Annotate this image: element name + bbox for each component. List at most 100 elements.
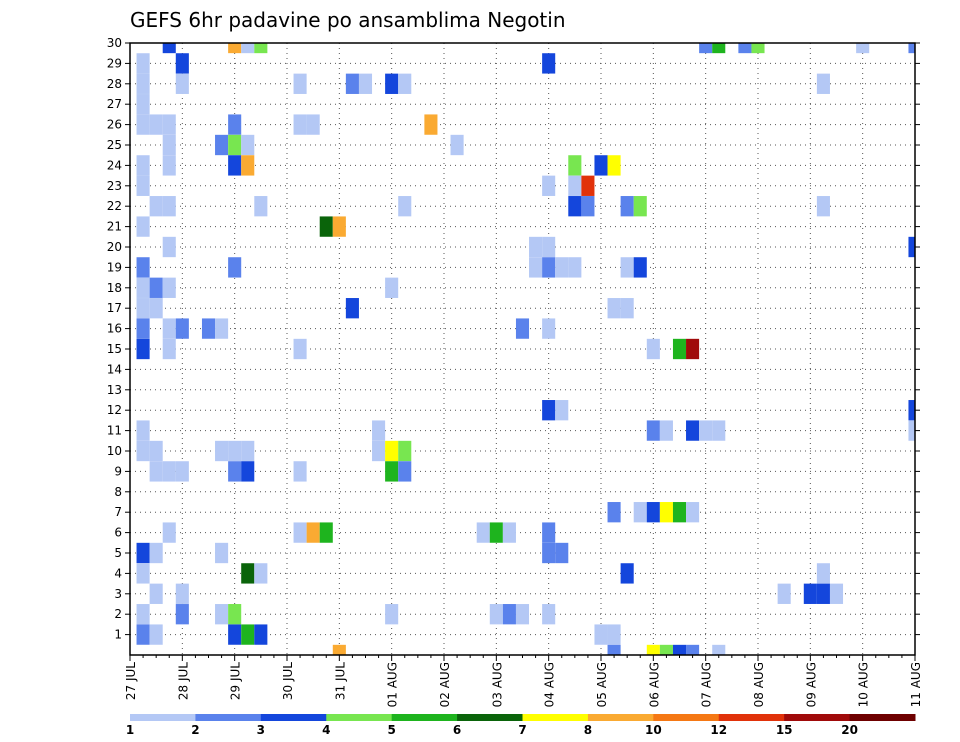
heatmap-cell — [542, 236, 556, 258]
heatmap-cell — [175, 73, 189, 94]
x-tick-label: 10 AUG — [857, 662, 871, 707]
heatmap-cell — [175, 604, 189, 625]
colorbar-swatch — [457, 714, 523, 721]
heatmap-cell — [162, 114, 176, 135]
heatmap-cell — [149, 298, 163, 319]
heatmap-cell — [241, 155, 255, 176]
y-tick-label: 1 — [114, 628, 122, 642]
x-tick-label: 02 AUG — [438, 662, 452, 707]
y-tick-label: 23 — [107, 179, 122, 193]
heatmap-cell — [686, 420, 700, 441]
heatmap-cell — [385, 461, 399, 482]
heatmap-cell — [136, 563, 150, 584]
heatmap-cell — [489, 522, 503, 543]
heatmap-cell — [241, 440, 255, 462]
heatmap-cell — [149, 583, 163, 604]
heatmap-cell — [476, 522, 490, 543]
heatmap-cell — [332, 644, 346, 655]
heatmap-cell — [908, 400, 915, 421]
heatmap-cell — [293, 73, 307, 94]
y-tick-label: 27 — [107, 97, 122, 111]
heatmap-cell — [215, 318, 229, 339]
heatmap-cell — [686, 338, 700, 360]
x-tick-label: 05 AUG — [595, 662, 609, 707]
x-tick-label: 27 JUL — [124, 662, 138, 700]
colorbar-swatch — [784, 714, 851, 721]
heatmap-cell — [542, 175, 556, 196]
heatmap-cell — [581, 196, 595, 217]
heatmap-cell — [228, 257, 242, 278]
heatmap-cell — [633, 196, 647, 217]
y-tick-label: 26 — [107, 118, 122, 132]
heatmap-cell — [162, 236, 176, 258]
y-tick-label: 14 — [107, 362, 122, 376]
colorbar-swatch — [391, 714, 458, 721]
heatmap-cell — [816, 583, 830, 604]
heatmap-cell — [568, 155, 582, 176]
colorbar-label: 20 — [841, 723, 858, 737]
colorbar-label: 6 — [453, 723, 461, 737]
heatmap-cell — [136, 420, 150, 441]
heatmap-cell — [581, 175, 595, 196]
heatmap-cell — [633, 257, 647, 278]
heatmap-cell — [241, 624, 255, 645]
heatmap-cell — [254, 624, 268, 645]
heatmap-cell — [398, 196, 412, 217]
y-tick-label: 2 — [114, 607, 122, 621]
heatmap-cell — [162, 318, 176, 339]
heatmap-cell — [620, 298, 634, 319]
colorbar-swatch — [195, 714, 262, 721]
heatmap-cell — [385, 440, 399, 462]
heatmap-cell — [385, 604, 399, 625]
heatmap-cell — [751, 43, 765, 54]
chart-title: GEFS 6hr padavine po ansamblima Negotin — [130, 8, 566, 32]
heatmap-cell — [829, 583, 844, 604]
y-tick-label: 9 — [114, 464, 122, 478]
heatmap-cell — [136, 624, 150, 645]
heatmap-cell — [228, 134, 242, 156]
x-tick-label: 30 JUL — [281, 662, 295, 700]
colorbar-swatch — [718, 714, 785, 721]
heatmap-cell — [568, 257, 582, 278]
heatmap-cell — [568, 175, 582, 196]
heatmap-cell — [646, 420, 660, 441]
heatmap-cell — [620, 257, 634, 278]
heatmap-cell — [659, 502, 673, 523]
heatmap-cell — [568, 196, 582, 217]
heatmap-cell — [542, 257, 556, 278]
heatmap-cell — [659, 644, 673, 655]
heatmap-cell — [816, 73, 830, 94]
heatmap-cell — [254, 43, 268, 54]
heatmap-cell — [502, 604, 516, 625]
y-tick-label: 25 — [107, 138, 122, 152]
y-tick-label: 24 — [107, 158, 122, 172]
x-tick-label: 06 AUG — [647, 662, 661, 707]
x-tick-label: 31 JUL — [333, 662, 347, 700]
heatmap-cell — [175, 53, 189, 74]
heatmap-cell — [149, 461, 163, 482]
heatmap-cell — [293, 338, 307, 360]
heatmap-cell — [542, 53, 556, 74]
heatmap-cell — [738, 43, 752, 54]
y-tick-label: 22 — [107, 199, 122, 213]
heatmap-cell — [136, 114, 150, 135]
heatmap-cell — [803, 583, 817, 604]
heatmap-cell — [306, 114, 320, 135]
y-tick-label: 4 — [114, 566, 122, 580]
heatmap-cell — [293, 461, 307, 482]
heatmap-cell — [136, 298, 150, 319]
y-tick-label: 5 — [114, 546, 122, 560]
y-tick-label: 11 — [107, 424, 122, 438]
heatmap-cell — [515, 604, 530, 625]
colorbar-label: 15 — [776, 723, 793, 737]
x-tick-label: 03 AUG — [490, 662, 504, 707]
heatmap-cell — [502, 522, 516, 543]
y-tick-label: 17 — [107, 301, 122, 315]
colorbar-swatch — [130, 714, 196, 721]
heatmap-cell — [241, 461, 255, 482]
heatmap-cell — [908, 43, 915, 54]
heatmap-cell — [228, 461, 242, 482]
heatmap-cell — [542, 400, 556, 421]
heatmap-cell — [398, 461, 412, 482]
heatmap-cell — [136, 175, 150, 196]
